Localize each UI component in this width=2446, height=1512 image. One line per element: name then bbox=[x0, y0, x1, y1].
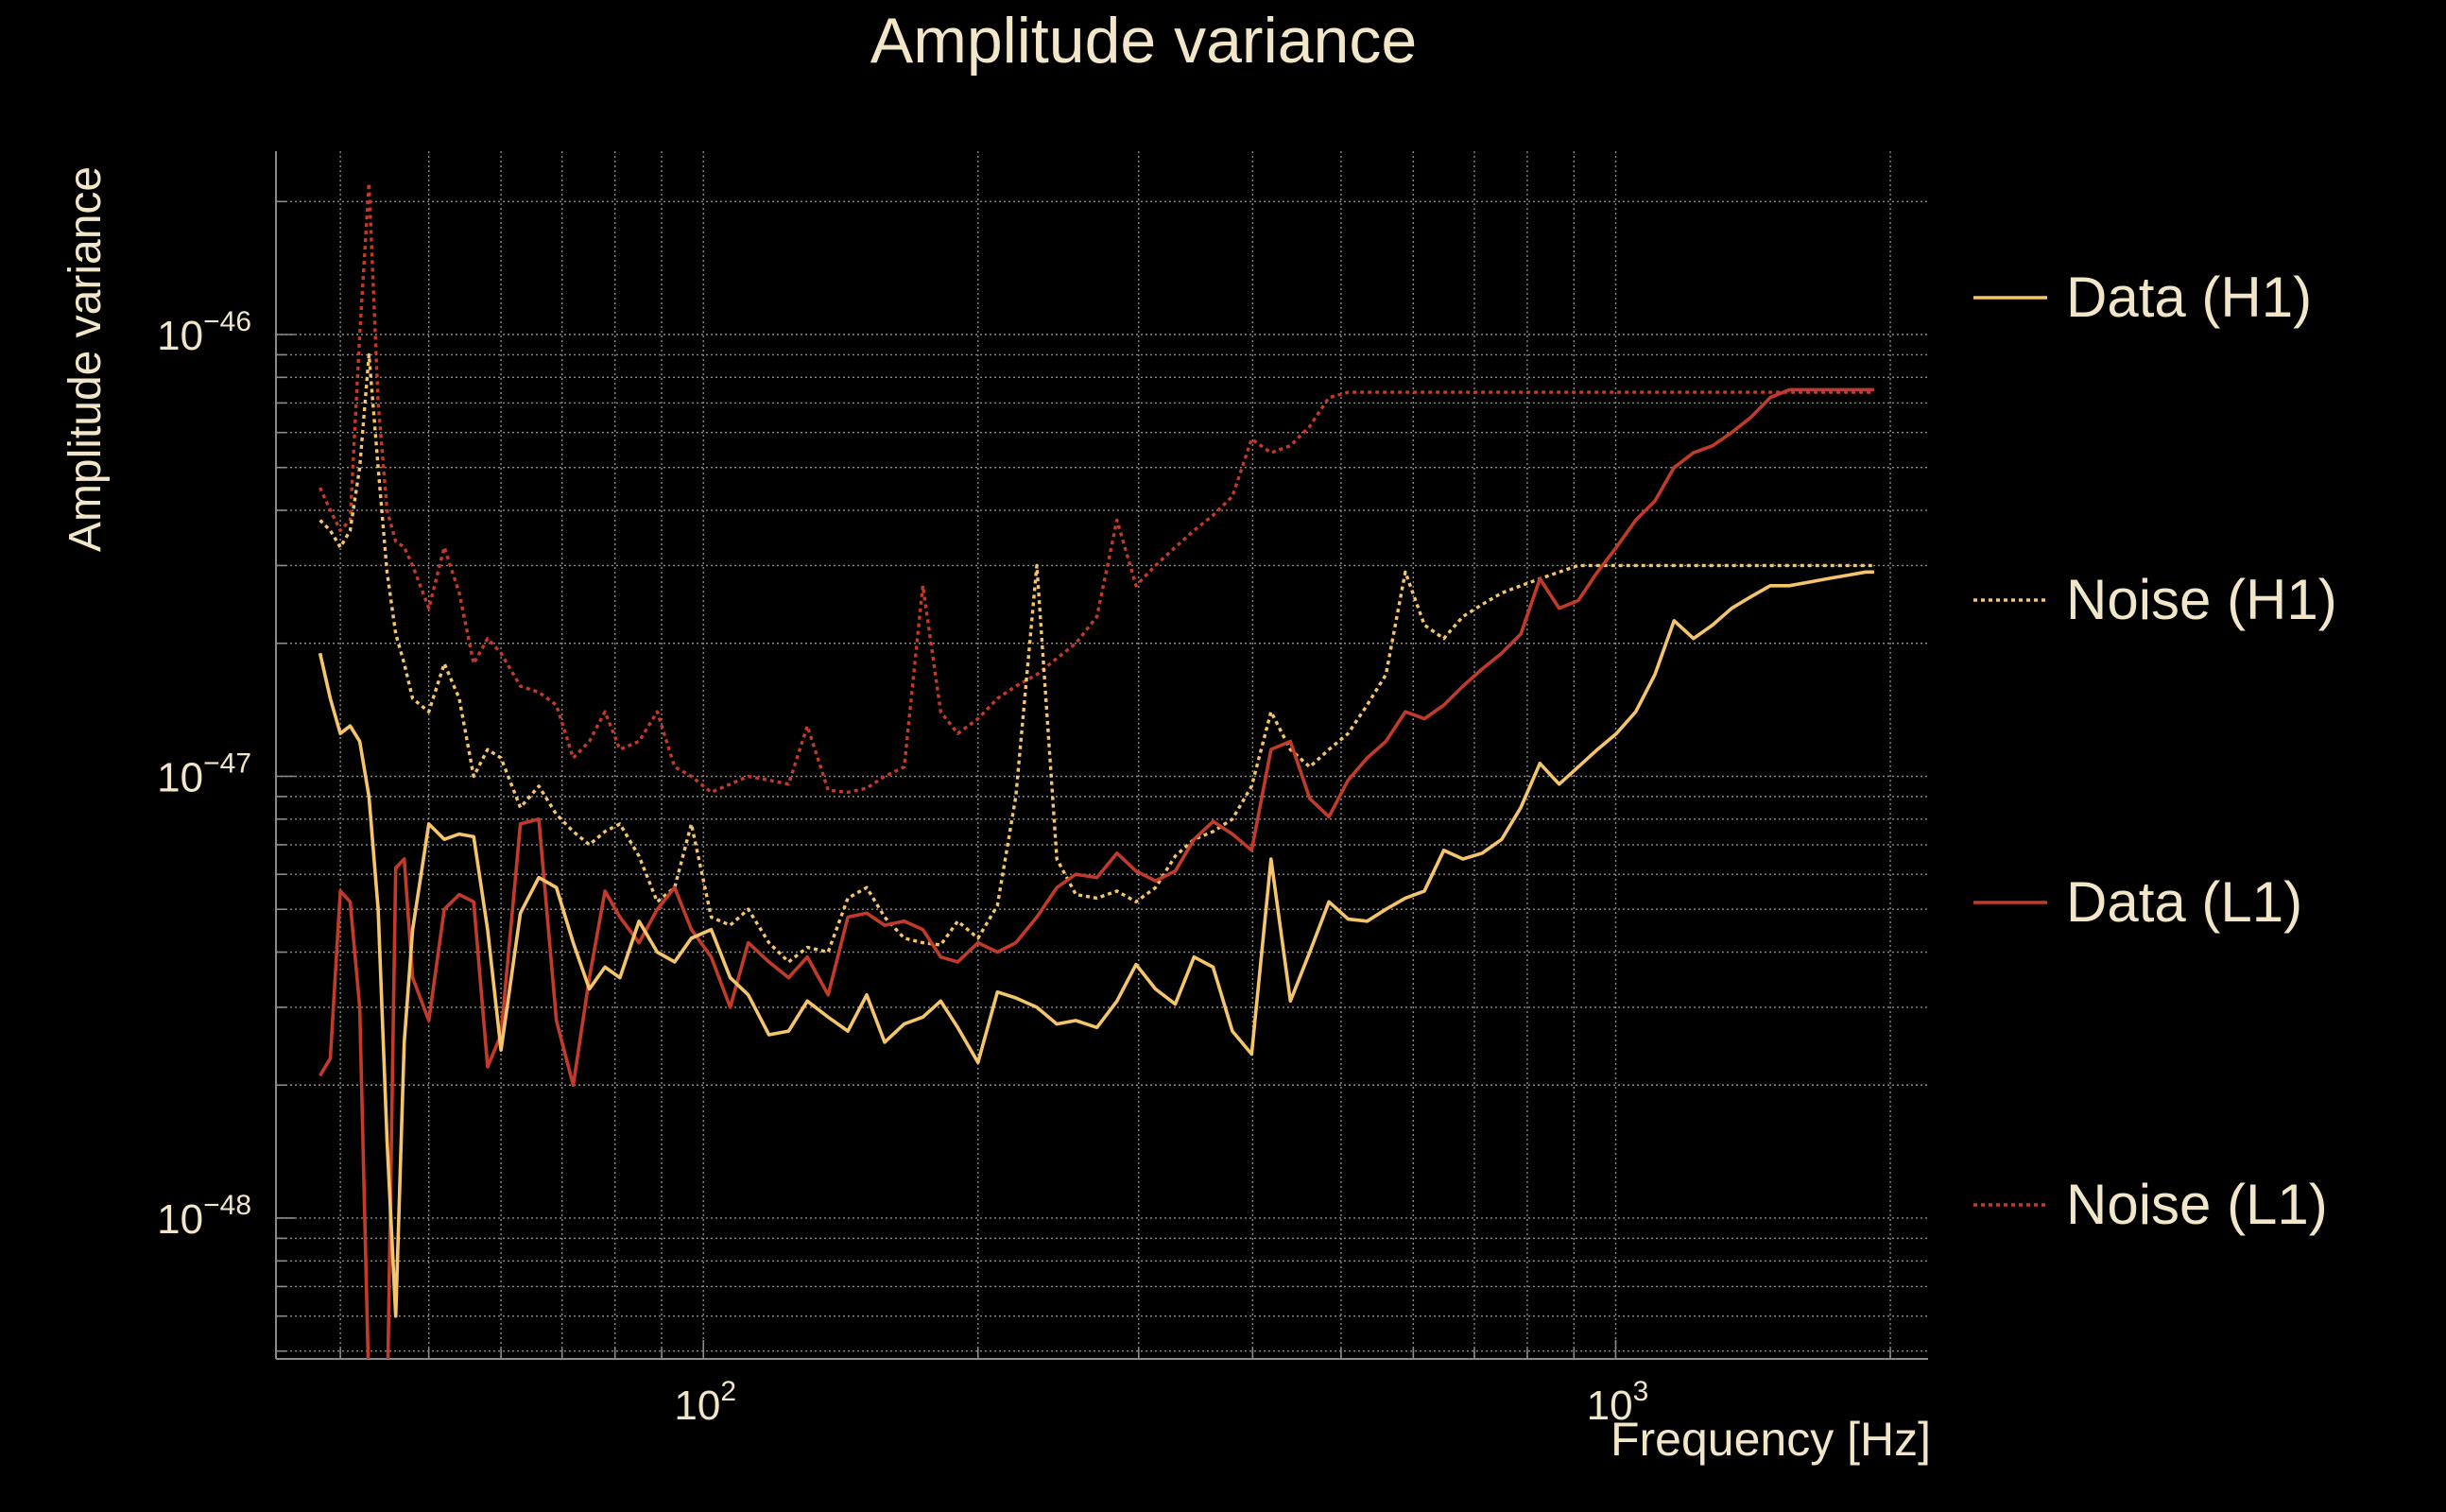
legend-label-data-h1: Data (H1) bbox=[2066, 266, 2312, 329]
series-layer bbox=[318, 181, 1874, 1359]
x-tick-label: 103 bbox=[1587, 1376, 1649, 1429]
legend-label-noise-l1: Noise (L1) bbox=[2066, 1173, 2328, 1236]
legend-label-noise-h1: Noise (H1) bbox=[2066, 568, 2337, 631]
y-tick-label: 10−46 bbox=[157, 306, 251, 359]
legend-label-data-l1: Data (L1) bbox=[2066, 870, 2302, 934]
tick-labels: 102 103 10−46 10−47 10−48 bbox=[157, 306, 1648, 1429]
x-tick-label: 102 bbox=[674, 1376, 736, 1429]
series-line-data-h1 bbox=[318, 570, 1874, 1318]
series-line-noise-h1 bbox=[319, 352, 1874, 964]
y-tick-label: 10−48 bbox=[157, 1190, 251, 1243]
chart-title: Amplitude variance bbox=[870, 5, 1417, 77]
y-axis-label: Amplitude variance bbox=[60, 166, 111, 552]
legend: Data (H1) Noise (H1) Data (L1) Noise (L1) bbox=[1973, 266, 2337, 1236]
grid-layer bbox=[276, 151, 1928, 1359]
axes bbox=[275, 151, 1928, 1360]
series-line-data-l1 bbox=[319, 387, 1874, 1359]
x-axis-label: Frequency [Hz] bbox=[1611, 1413, 1931, 1466]
y-tick-label: 10−47 bbox=[157, 747, 251, 800]
